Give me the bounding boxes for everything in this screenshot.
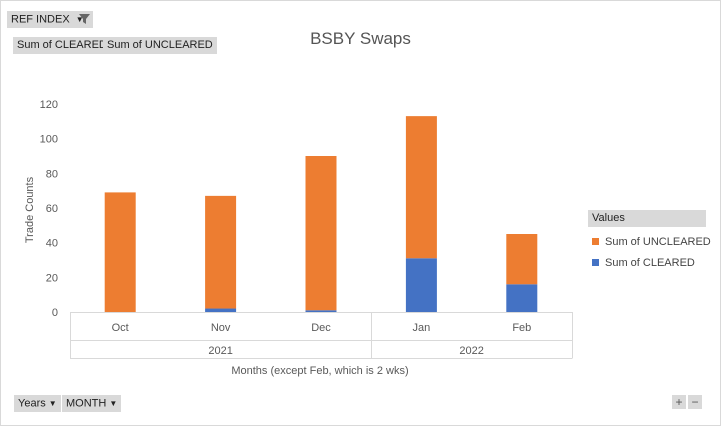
legend-label-uncleared: Sum of UNCLEARED [605,236,711,248]
expand-field-button[interactable]: + [672,395,686,409]
years-label: Years [18,397,46,410]
ref-index-filter-button[interactable]: REF INDEX ▼ [7,11,93,28]
sum-uncleared-field-button[interactable]: Sum of UNCLEARED [103,37,217,54]
bar-sum-of-cleared-nov[interactable] [205,308,237,312]
x-tick-label: Feb [512,322,531,334]
legend-header: Values [588,210,706,227]
bar-sum-of-uncleared-oct[interactable] [104,192,136,312]
y-tick-label: 120 [40,99,58,111]
bar-sum-of-uncleared-nov[interactable] [205,195,237,309]
ref-index-label: REF INDEX [11,13,70,26]
legend-swatch-uncleared [592,238,599,245]
years-field-button[interactable]: Years ▼ [14,395,61,412]
dropdown-arrow-icon: ▼ [75,15,84,24]
legend-item-cleared: Sum of CLEARED [592,257,695,269]
bar-sum-of-uncleared-dec[interactable] [305,156,337,311]
filter-funnel-icon [79,14,90,24]
y-tick-label: 100 [40,134,58,146]
bar-sum-of-cleared-dec[interactable] [305,310,337,312]
y-tick-label: 80 [46,168,58,180]
chart-title: BSBY Swaps [310,29,411,48]
dropdown-arrow-icon: ▼ [48,399,57,408]
month-label: MONTH [66,397,107,410]
year-group-label: 2021 [208,345,232,357]
y-tick-label: 60 [46,203,58,215]
legend-swatch-cleared [592,259,599,266]
x-tick-label: Dec [311,322,331,334]
bar-sum-of-cleared-feb[interactable] [506,284,538,312]
y-tick-label: 20 [46,272,58,284]
sum-cleared-label: Sum of CLEARED [17,39,107,51]
month-field-button[interactable]: MONTH ▼ [62,395,122,412]
legend-item-uncleared: Sum of UNCLEARED [592,236,711,248]
bar-sum-of-cleared-jan[interactable] [405,258,437,312]
dropdown-arrow-icon: ▼ [109,399,118,408]
sum-uncleared-label: Sum of UNCLEARED [107,39,213,51]
sum-cleared-field-button[interactable]: Sum of CLEARED [13,37,111,54]
y-tick-label: 0 [52,307,58,319]
year-group-label: 2022 [459,345,483,357]
bar-sum-of-uncleared-feb[interactable] [506,234,538,285]
y-axis-label: Trade Counts [24,176,36,243]
y-tick-label: 40 [46,238,58,250]
x-tick-label: Nov [211,322,231,334]
x-tick-label: Oct [112,322,129,334]
collapse-field-button[interactable]: − [688,395,702,409]
legend-label-cleared: Sum of CLEARED [605,257,695,269]
x-tick-label: Jan [413,322,431,334]
x-axis-label: Months (except Feb, which is 2 wks) [231,365,408,377]
bar-sum-of-uncleared-jan[interactable] [405,116,437,259]
